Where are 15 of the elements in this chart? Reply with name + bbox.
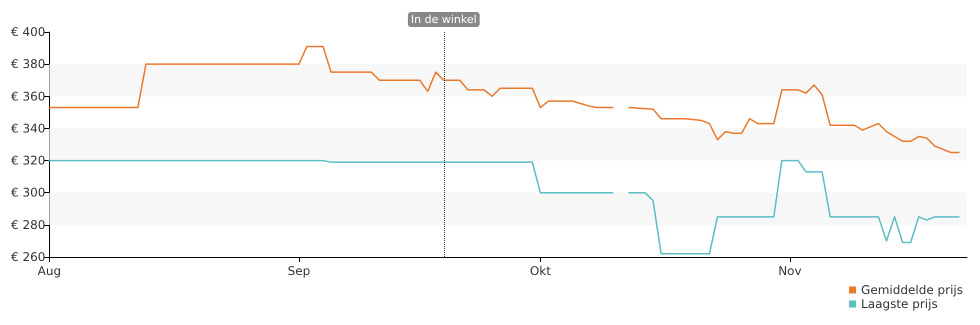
x-tick-label: Nov bbox=[778, 264, 802, 278]
y-tick-label: € 300 bbox=[10, 186, 46, 200]
y-tick-label: € 320 bbox=[10, 154, 46, 168]
y-tick-label: € 280 bbox=[10, 218, 46, 232]
legend-label: Gemiddelde prijs bbox=[861, 283, 964, 297]
y-tick-label: € 360 bbox=[10, 89, 46, 104]
x-tick-label: Sep bbox=[288, 264, 310, 278]
y-tick-label: € 340 bbox=[10, 121, 46, 136]
x-tick-label: Aug bbox=[38, 264, 62, 278]
y-tick-label: € 260 bbox=[10, 250, 46, 264]
ref-line-label: In de winkel bbox=[410, 13, 477, 26]
x-tick-label: Okt bbox=[530, 264, 552, 278]
legend-label: Laagste prijs bbox=[861, 297, 938, 311]
y-tick-label: € 400 bbox=[10, 25, 46, 39]
y-tick-label: € 380 bbox=[10, 57, 46, 72]
